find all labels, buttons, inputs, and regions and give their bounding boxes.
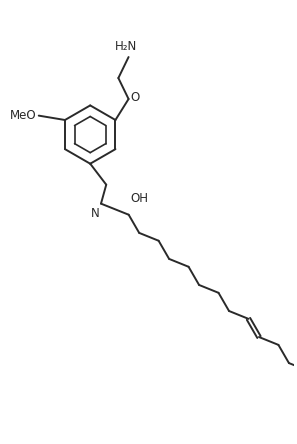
Text: O: O (130, 91, 139, 104)
Text: OH: OH (130, 191, 148, 205)
Text: N: N (91, 207, 100, 220)
Text: H₂N: H₂N (115, 40, 137, 53)
Text: MeO: MeO (10, 108, 37, 122)
